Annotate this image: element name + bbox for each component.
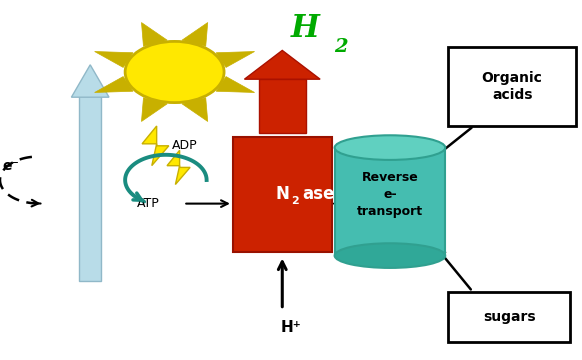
Text: ase: ase [302, 185, 335, 203]
Polygon shape [142, 126, 169, 166]
Text: e⁻: e⁻ [2, 159, 19, 172]
Text: ADP: ADP [172, 139, 197, 152]
Text: 2: 2 [291, 196, 299, 206]
Polygon shape [72, 65, 109, 97]
Text: H⁺: H⁺ [281, 320, 301, 336]
Polygon shape [216, 77, 254, 93]
Text: e⁻: e⁻ [346, 186, 361, 199]
Polygon shape [182, 23, 208, 46]
Bar [259, 79, 306, 133]
Polygon shape [167, 150, 190, 184]
Text: sugars: sugars [483, 310, 535, 324]
Polygon shape [216, 51, 254, 67]
Bar [79, 90, 101, 281]
Text: Reverse
e-
transport: Reverse e- transport [357, 171, 423, 218]
Text: H: H [291, 13, 320, 44]
Polygon shape [95, 51, 133, 67]
Circle shape [125, 41, 224, 103]
Text: Organic
acids: Organic acids [482, 71, 542, 102]
Ellipse shape [335, 135, 445, 160]
Bar [335, 148, 445, 256]
FancyBboxPatch shape [448, 292, 570, 342]
FancyBboxPatch shape [448, 47, 576, 126]
Text: N: N [275, 185, 289, 203]
Polygon shape [141, 23, 167, 46]
Text: 2: 2 [333, 38, 347, 56]
FancyBboxPatch shape [233, 137, 332, 252]
Ellipse shape [335, 243, 445, 268]
Text: ATP: ATP [137, 197, 159, 210]
Polygon shape [141, 98, 167, 121]
Polygon shape [95, 77, 133, 93]
Polygon shape [182, 98, 208, 121]
Polygon shape [244, 50, 320, 79]
